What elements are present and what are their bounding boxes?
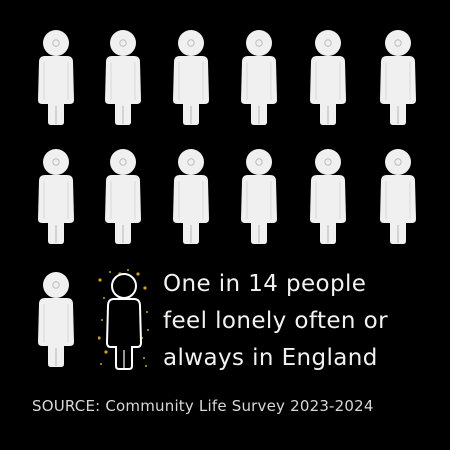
person-figure (372, 145, 424, 245)
headline: One in 14 people feel lonely often or al… (163, 266, 445, 377)
person-figure (165, 145, 217, 245)
headline-line-2: feel lonely often or (163, 308, 388, 334)
headline-line-1: One in 14 people (163, 271, 367, 297)
headline-line-3: always in England (163, 345, 378, 371)
person-figure (30, 26, 82, 126)
person-figure (372, 26, 424, 126)
source-credit: SOURCE: Community Life Survey 2023-2024 (32, 397, 374, 415)
highlighted-person-figure (98, 268, 150, 372)
person-figure (97, 26, 149, 126)
person-figure (30, 268, 82, 368)
person-figure (302, 145, 354, 245)
person-figure (165, 26, 217, 126)
person-figure (30, 145, 82, 245)
person-figure (97, 145, 149, 245)
person-figure (233, 26, 285, 126)
person-figure (233, 145, 285, 245)
person-figure (302, 26, 354, 126)
